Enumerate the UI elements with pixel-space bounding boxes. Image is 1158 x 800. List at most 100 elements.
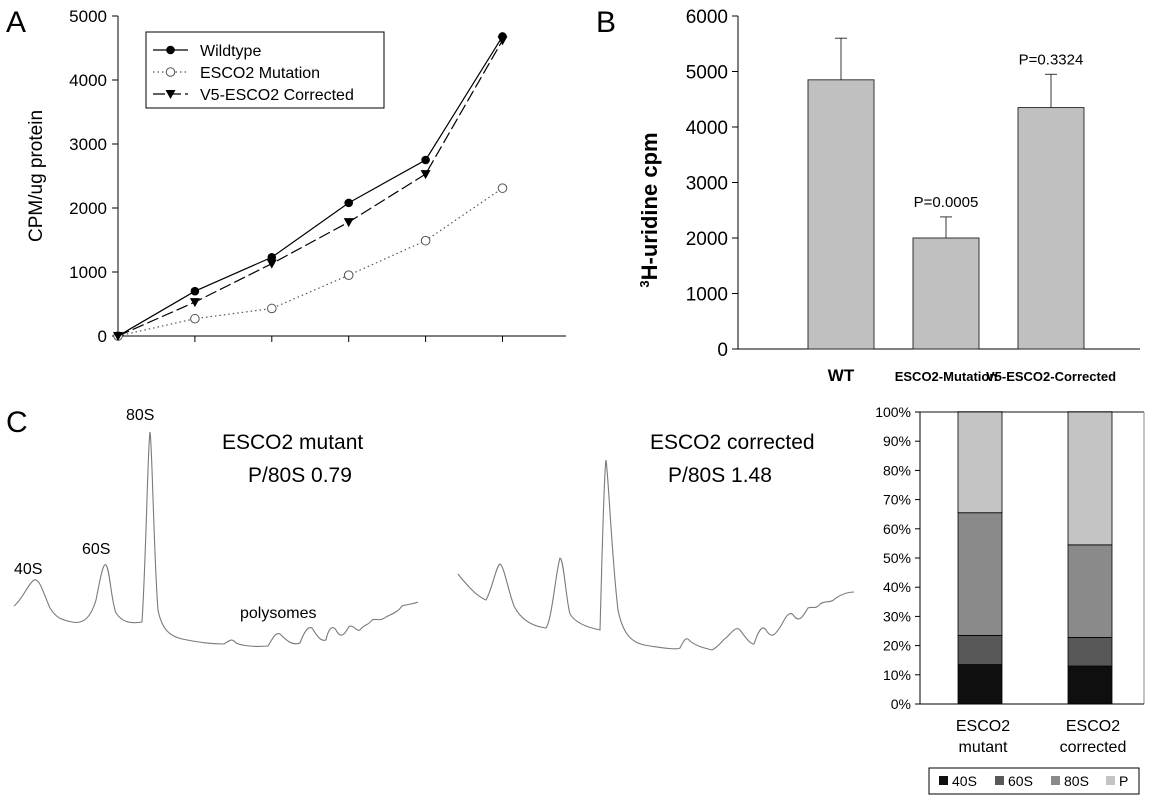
panel-b-bar-chart: 3H-uridine cpm 0 1000 2000 3000 4000 5000 6000… bbox=[637, 7, 1140, 385]
data-point bbox=[190, 286, 200, 296]
x-tick-label: V5-ESCO2-Corrected bbox=[986, 369, 1116, 384]
series-line bbox=[117, 40, 504, 337]
y-tick-label: 60% bbox=[883, 521, 911, 537]
legend-swatch-80s bbox=[1051, 776, 1060, 785]
series-line bbox=[117, 36, 504, 337]
legend-box bbox=[928, 767, 1140, 795]
y-tick-label: 0 bbox=[717, 340, 728, 361]
y-tick-label: 4000 bbox=[69, 71, 107, 90]
data-point bbox=[189, 298, 200, 308]
data-point bbox=[267, 252, 277, 262]
y-tick-label: 3000 bbox=[69, 135, 107, 154]
panel-c-polysome-profiles: 40S 60S 80S polysomes ESCO2 mutant P/80S… bbox=[13, 407, 855, 651]
legend: 40S 60S 80S P bbox=[928, 767, 1140, 795]
legend-box bbox=[145, 31, 385, 109]
legend-swatch-60s bbox=[995, 776, 1004, 785]
bar bbox=[807, 79, 875, 350]
legend-marker bbox=[165, 90, 176, 99]
legend-label: Wildtype bbox=[200, 43, 261, 60]
profile-title-corrected: ESCO2 corrected bbox=[650, 431, 815, 454]
peak-label-60s: 60S bbox=[82, 541, 110, 558]
stacked-bar-esco2-corrected bbox=[1067, 411, 1113, 705]
series-v5-esco2-corrected bbox=[113, 36, 508, 341]
data-point bbox=[421, 155, 430, 165]
y-tick-label: 100% bbox=[875, 404, 911, 420]
data-point bbox=[113, 332, 123, 341]
p-value-annotation: P=0.0005 bbox=[914, 194, 979, 211]
profile-title-mutant: ESCO2 mutant bbox=[222, 431, 363, 454]
legend-swatch-p bbox=[1106, 776, 1115, 785]
segment-p bbox=[957, 411, 1003, 514]
profile-trace-corrected bbox=[457, 459, 855, 651]
series-wildtype bbox=[113, 32, 507, 341]
segment-80s bbox=[957, 512, 1003, 636]
y-tick-label: 40% bbox=[883, 579, 911, 595]
peak-label-80s: 80S bbox=[126, 407, 154, 424]
data-point bbox=[343, 218, 354, 228]
bar-group-esco2-mutation: P=0.0005 ESCO2-Mutation bbox=[895, 194, 998, 384]
legend-label: 40S bbox=[952, 773, 977, 789]
legend-marker bbox=[165, 67, 176, 77]
panel-letter-b: B bbox=[596, 6, 616, 39]
y-tick-label: 50% bbox=[883, 550, 911, 566]
data-point bbox=[190, 313, 200, 324]
y-tick-label: 5000 bbox=[69, 7, 107, 26]
y-tick-label: 90% bbox=[883, 433, 911, 449]
legend-swatch-40s bbox=[939, 776, 948, 785]
data-point bbox=[420, 170, 431, 180]
peak-label-40s: 40S bbox=[14, 561, 42, 578]
x-tick-label: ESCO2 bbox=[956, 718, 1010, 735]
bar bbox=[912, 237, 980, 350]
y-tick-label: 3000 bbox=[686, 174, 728, 195]
y-tick-label: 20% bbox=[883, 638, 911, 654]
peak-label-polysomes: polysomes bbox=[240, 605, 316, 622]
y-tick-label: 2000 bbox=[69, 199, 107, 218]
y-axis-label-text: H-uridine cpm bbox=[637, 132, 662, 280]
panel-a-line-chart: CPM/ug protein 0 1000 2000 3000 4000 5000 Wil… bbox=[26, 7, 566, 346]
profile-ratio-mutant: P/80S 0.79 bbox=[248, 464, 352, 487]
y-axis-label: 3H-uridine cpm bbox=[637, 132, 662, 287]
x-tick-label: corrected bbox=[1060, 739, 1127, 756]
legend-label: ESCO2 Mutation bbox=[200, 65, 320, 82]
x-tick-label: ESCO2-Mutation bbox=[895, 369, 998, 384]
legend-label: 60S bbox=[1008, 773, 1033, 789]
profile-trace-mutant bbox=[13, 431, 419, 647]
panel-letter-c: C bbox=[6, 406, 28, 439]
y-tick-label: 70% bbox=[883, 492, 911, 508]
profile-ratio-corrected: P/80S 1.48 bbox=[668, 464, 772, 487]
data-point bbox=[266, 259, 277, 269]
data-point bbox=[344, 198, 354, 208]
data-point bbox=[420, 235, 431, 246]
panel-c-stacked-bar-chart: 0% 10% 20% 30% 40% 50% 60% 70% 80% 90% 100% ESCO2 m… bbox=[875, 404, 1145, 795]
y-tick-label: 2000 bbox=[686, 229, 728, 250]
data-point bbox=[497, 36, 508, 46]
legend: Wildtype ESCO2 Mutation V5-ESCO2 Corrected bbox=[145, 31, 385, 109]
y-axis-label: CPM/ug protein bbox=[26, 110, 47, 242]
series-esco2-mutation bbox=[113, 183, 508, 341]
stacked-bar-esco2-mutant bbox=[957, 411, 1003, 705]
y-tick-label: 6000 bbox=[686, 7, 728, 28]
segment-80s bbox=[1067, 544, 1113, 638]
y-tick-label: 1000 bbox=[69, 263, 107, 282]
legend-label: V5-ESCO2 Corrected bbox=[200, 87, 354, 104]
bar-group-v5-esco2-corrected: P=0.3324 V5-ESCO2-Corrected bbox=[986, 51, 1116, 384]
y-tick-label: 1000 bbox=[686, 285, 728, 306]
y-tick-label: 5000 bbox=[686, 63, 728, 84]
segment-p bbox=[1067, 411, 1113, 546]
y-tick-label: 30% bbox=[883, 608, 911, 624]
segment-40s bbox=[957, 664, 1003, 705]
x-tick-label: mutant bbox=[959, 739, 1008, 756]
legend-label: 80S bbox=[1064, 773, 1089, 789]
segment-40s bbox=[1067, 665, 1113, 705]
y-tick-label: 80% bbox=[883, 462, 911, 478]
legend-label: P bbox=[1119, 773, 1128, 789]
bar-group-wt: WT bbox=[807, 37, 875, 385]
p-value-annotation: P=0.3324 bbox=[1019, 51, 1084, 68]
series-line bbox=[117, 187, 503, 337]
x-tick-label: ESCO2 bbox=[1066, 718, 1120, 735]
y-tick-label: 0% bbox=[891, 696, 911, 712]
y-axis-label-superscript: 3 bbox=[637, 280, 652, 287]
y-tick-label: 0 bbox=[98, 327, 107, 346]
data-point bbox=[497, 183, 508, 193]
